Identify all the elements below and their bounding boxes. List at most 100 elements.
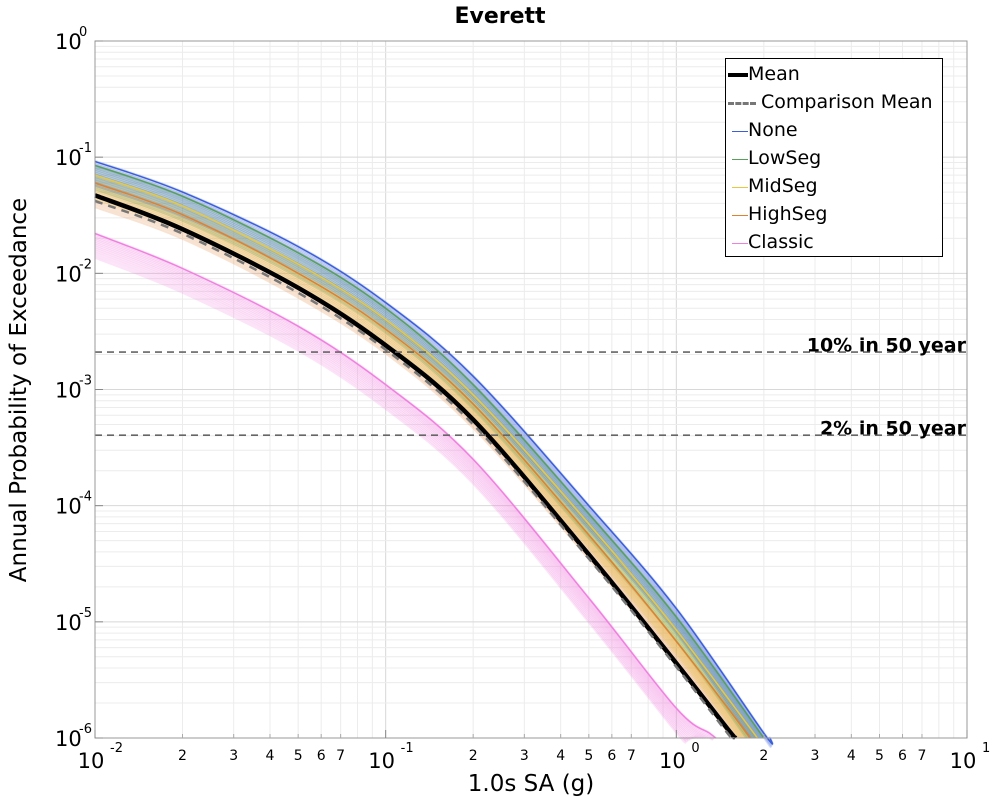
band-curve-classic [94,245,699,739]
legend-swatch [732,243,748,244]
band-curve-midseg [94,173,759,739]
x-minor-tick-label: 2 [469,748,478,764]
y-tick-exponent: -6 [79,722,92,737]
band-curve-none [94,166,764,739]
legend-item: MidSeg [726,173,942,201]
series-line-highseg [94,182,752,739]
x-minor-tick-label: 4 [266,748,275,764]
x-minor-tick-label: 7 [627,748,636,764]
legend-label: Classic [748,231,814,253]
band-curve-none [94,175,758,739]
y-tick-label: 10 [55,30,82,54]
band-curve-none [94,167,763,739]
band-curve-none [94,177,757,739]
x-tick-exponent: 1 [982,741,990,756]
legend-swatch [732,187,748,188]
x-minor-tick-label: 6 [607,748,616,764]
band-curve-highseg [94,181,752,739]
series-line-none [94,160,774,745]
legend-label: HighSeg [748,203,828,225]
x-minor-tick-label: 5 [584,748,593,764]
band-curve-lowseg [94,175,757,739]
y-tick-exponent: -5 [79,606,92,621]
legend-swatch [732,215,748,216]
band-curve-none [94,179,755,739]
band-curve-classic [94,256,687,744]
x-minor-tick-label: 4 [847,748,856,764]
band-curve-lowseg [94,179,754,739]
y-tick-exponent: -2 [79,257,92,272]
band-curve-classic [94,238,709,739]
legend-label: None [748,119,798,141]
band-curve-highseg [94,186,749,739]
x-tick-label: 10 [78,749,105,773]
band-curve-lowseg [94,166,763,739]
band-curve-none [94,169,762,739]
band-curve-classic [94,240,707,739]
y-tick-exponent: 0 [79,25,87,40]
band-curve-highseg [94,182,751,739]
band-curve-none [94,184,752,739]
band-curve-classic [94,243,702,739]
band-curve-classic [94,254,689,743]
band-curve-lowseg [94,177,756,739]
chart-title: Everett [454,4,546,29]
x-tick-label: 10 [950,749,977,773]
legend-item: Classic [726,229,942,257]
series-line-lowseg [94,164,765,739]
band-curve-midseg [94,185,750,739]
series-line-mean [94,193,738,740]
y-tick-label: 10 [55,379,82,403]
x-minor-tick-label: 7 [918,748,927,764]
y-tick-label: 10 [55,611,82,635]
legend-swatch [728,73,748,77]
band-curve-midseg [94,178,756,739]
x-minor-tick-label: 5 [294,748,303,764]
band-curve-none [94,182,753,739]
x-minor-tick-label: 2 [178,748,187,764]
band-curve-midseg [94,193,744,739]
legend: Mean Comparison Mean None LowSeg MidSeg HighS… [725,58,943,257]
band-curve-highseg [94,184,750,739]
band-curve-classic [94,233,716,739]
band-curve-lowseg [94,168,762,739]
x-tick-label: 10 [659,749,686,773]
x-tick-exponent: 0 [691,741,699,756]
band-curve-none [94,171,761,739]
band-curve-highseg [94,189,746,739]
legend-swatch [732,131,748,132]
legend-item: Mean [726,61,942,89]
reference-line-label: 2% in 50 year [820,418,967,440]
band-curve-lowseg [94,183,751,739]
y-tick-label: 10 [55,146,82,170]
legend-label: LowSeg [748,147,822,169]
series-line-midseg [94,174,759,739]
x-minor-tick-label: 3 [520,748,529,764]
y-tick-exponent: -4 [79,490,92,505]
band-curve-lowseg [94,181,753,739]
y-tick-exponent: -1 [79,141,92,156]
series-lines [94,160,774,745]
legend-item: LowSeg [726,145,942,173]
x-tick-exponent: -1 [401,741,414,756]
y-tick-label: 10 [55,727,82,751]
legend-label: Comparison Mean [761,91,933,113]
legend-label: MidSeg [748,175,818,197]
band-curve-none [94,162,773,747]
x-minor-tick-label: 4 [556,748,565,764]
legend-item: HighSeg [726,201,942,229]
y-tick-label: 10 [55,495,82,519]
band-curve-classic [94,251,691,741]
band-curve-classic [94,249,694,740]
x-minor-tick-label: 7 [336,748,345,764]
band-curve-midseg [94,189,747,739]
band-curve-lowseg [94,171,760,739]
x-minor-tick-label: 3 [811,748,820,764]
band-curve-midseg [94,181,753,739]
band-curve-lowseg [94,170,761,739]
x-minor-tick-label: 6 [898,748,907,764]
band-curve-midseg [94,187,749,739]
x-tick-label: 10 [368,749,395,773]
